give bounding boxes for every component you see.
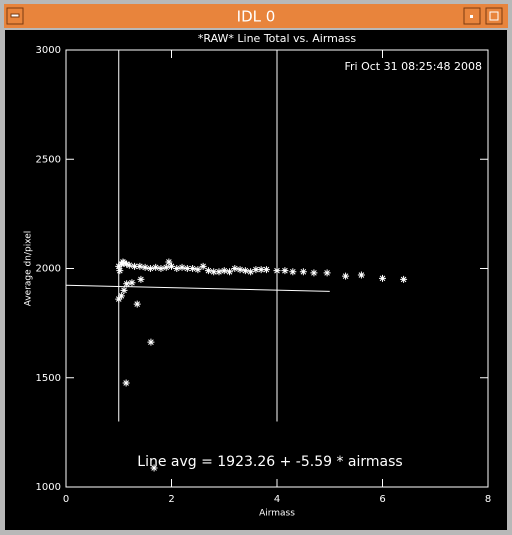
data-point xyxy=(165,258,173,266)
data-point xyxy=(210,268,218,276)
data-point xyxy=(150,464,158,472)
data-point xyxy=(146,265,154,272)
data-point xyxy=(273,267,281,275)
data-point xyxy=(357,271,365,279)
window-title: IDL 0 xyxy=(237,8,276,26)
data-point xyxy=(120,259,128,267)
data-point xyxy=(204,267,212,275)
data-point xyxy=(252,266,260,274)
data-point xyxy=(281,267,289,275)
data-point xyxy=(147,338,155,346)
data-point xyxy=(257,266,265,274)
x-tick-label: 2 xyxy=(168,494,174,505)
data-point xyxy=(125,261,133,269)
data-point xyxy=(379,274,386,282)
data-point xyxy=(189,265,197,272)
data-point xyxy=(128,279,136,287)
data-point xyxy=(241,267,249,275)
data-point xyxy=(122,379,130,387)
data-point xyxy=(115,295,123,303)
x-axis-label: Airmass xyxy=(259,509,295,519)
data-point xyxy=(141,263,149,271)
data-point xyxy=(323,269,331,277)
data-point xyxy=(220,267,228,275)
data-point xyxy=(262,266,270,274)
y-tick-label: 2500 xyxy=(36,154,61,165)
data-point xyxy=(236,266,244,274)
y-tick-label: 1000 xyxy=(36,482,61,493)
timestamp: Fri Oct 31 08:25:48 2008 xyxy=(344,60,482,73)
data-point xyxy=(310,269,318,277)
plot-canvas xyxy=(5,30,507,530)
data-point xyxy=(299,268,307,276)
plot: *RAW* Line Total vs. Airmass Fri Oct 31 0… xyxy=(24,32,492,519)
data-point xyxy=(247,268,255,276)
data-point xyxy=(199,262,207,270)
maximize-icon xyxy=(489,11,499,21)
data-point xyxy=(120,286,128,294)
data-point xyxy=(152,263,160,271)
menu-icon xyxy=(10,13,20,18)
title-bar xyxy=(4,4,508,28)
data-point xyxy=(157,265,165,272)
data-point xyxy=(226,268,234,276)
maximize-button[interactable] xyxy=(485,7,503,25)
chart-title: *RAW* Line Total vs. Airmass xyxy=(198,32,356,45)
data-point xyxy=(123,260,131,268)
x-tick-label: 4 xyxy=(274,494,280,505)
data-point xyxy=(123,280,131,288)
data-point xyxy=(131,262,139,270)
data-point xyxy=(168,262,175,270)
x-tick-label: 8 xyxy=(485,494,491,505)
minimize-icon xyxy=(470,15,473,18)
x-tick-label: 6 xyxy=(379,494,385,505)
data-point xyxy=(194,266,202,274)
data-point xyxy=(137,275,145,283)
data-point xyxy=(173,265,181,272)
data-point xyxy=(133,300,141,308)
x-tick-label: 0 xyxy=(63,494,69,505)
data-point xyxy=(117,292,125,300)
y-axis-label: Average dn/pixel xyxy=(24,231,34,307)
data-point xyxy=(178,263,186,271)
data-point xyxy=(342,272,350,280)
y-tick-label: 1500 xyxy=(36,373,61,384)
fit-annotation: Line avg = 1923.26 + -5.59 * airmass xyxy=(137,454,402,470)
data-point xyxy=(400,275,408,283)
data-point xyxy=(231,265,239,272)
data-point xyxy=(116,267,124,275)
data-point xyxy=(215,268,223,276)
y-tick-label: 3000 xyxy=(36,45,61,56)
fit-line xyxy=(65,284,330,292)
data-point xyxy=(162,263,170,271)
data-point xyxy=(183,265,191,272)
y-tick-label: 2000 xyxy=(36,264,61,275)
data-point xyxy=(136,262,144,270)
data-point xyxy=(289,268,297,276)
